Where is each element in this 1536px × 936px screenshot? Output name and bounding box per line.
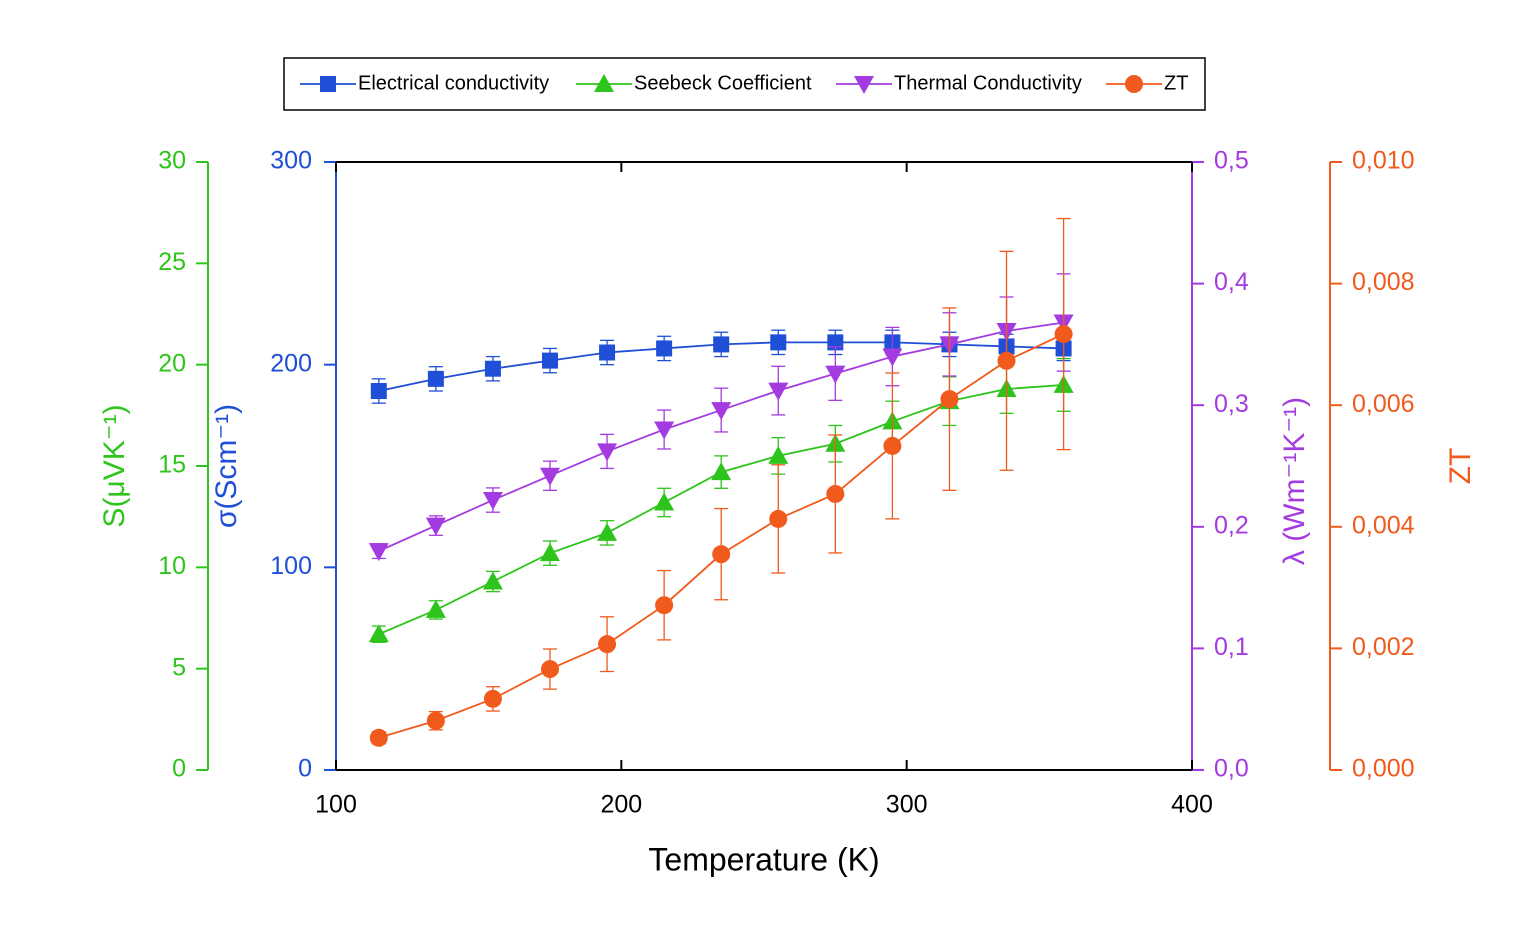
legend-label: Seebeck Coefficient — [634, 72, 812, 94]
x-tick-label: 400 — [1171, 791, 1213, 819]
marker — [542, 352, 558, 369]
y-tick-label: 200 — [270, 349, 312, 377]
marker — [711, 462, 732, 481]
marker — [597, 443, 618, 462]
marker — [320, 76, 336, 92]
y-tick-label: 20 — [158, 349, 186, 377]
marker — [426, 711, 445, 730]
marker — [425, 599, 446, 618]
y-tick-label: 0,0 — [1214, 755, 1249, 783]
legend-label: ZT — [1164, 72, 1188, 94]
y-tick-label: 0,5 — [1214, 147, 1249, 175]
marker — [540, 543, 560, 562]
marker — [997, 351, 1016, 370]
marker — [654, 421, 675, 440]
marker — [656, 340, 673, 357]
y-tick-label: 10 — [158, 552, 186, 580]
marker — [654, 492, 675, 511]
y-tick-label: 30 — [158, 147, 186, 175]
y-tick-label: 0,3 — [1214, 390, 1249, 418]
marker — [484, 360, 501, 377]
y-axis-title: ZT — [1444, 448, 1477, 485]
legend-label: Thermal Conductivity — [894, 72, 1082, 94]
marker — [825, 365, 846, 384]
marker — [712, 545, 731, 564]
y-tick-label: 0,006 — [1352, 390, 1415, 418]
y-tick-label: 0,2 — [1214, 511, 1249, 539]
y-tick-label: 0,002 — [1352, 633, 1415, 661]
y-axis-title: S(μVK⁻¹) — [98, 404, 131, 527]
marker — [425, 517, 446, 536]
legend-box — [283, 57, 1206, 111]
y-tick-label: 0,000 — [1352, 755, 1415, 783]
y-axis-title: σ(Scm⁻¹) — [210, 404, 243, 528]
x-axis-title: Temperature (K) — [648, 841, 879, 877]
y-tick-label: 5 — [172, 653, 186, 681]
marker — [883, 436, 902, 455]
y-tick-label: 0,008 — [1352, 268, 1415, 296]
y-tick-label: 0,004 — [1352, 511, 1415, 539]
marker — [711, 402, 732, 421]
y-tick-label: 0,1 — [1214, 633, 1249, 661]
x-tick-label: 100 — [315, 791, 357, 819]
y-tick-label: 15 — [158, 451, 186, 479]
y-tick-label: 0,010 — [1352, 147, 1415, 175]
x-tick-label: 200 — [600, 791, 642, 819]
marker — [482, 492, 503, 511]
marker — [770, 334, 787, 351]
marker — [1054, 325, 1073, 344]
y-tick-label: 0 — [172, 755, 186, 783]
marker — [713, 336, 730, 353]
marker — [540, 467, 560, 486]
marker — [854, 76, 874, 94]
marker — [655, 596, 674, 615]
y-tick-label: 0,4 — [1214, 268, 1249, 296]
y-tick-label: 25 — [158, 248, 186, 276]
marker — [482, 571, 503, 590]
marker — [1125, 75, 1143, 93]
marker — [368, 543, 389, 562]
marker — [594, 74, 614, 92]
marker — [940, 390, 959, 409]
marker — [541, 660, 559, 679]
marker — [768, 382, 789, 401]
marker — [427, 370, 444, 387]
marker — [768, 445, 789, 464]
marker — [882, 348, 903, 367]
y-tick-label: 0 — [298, 755, 312, 783]
y-tick-label: 300 — [270, 147, 312, 175]
marker — [598, 635, 617, 654]
marker — [369, 728, 388, 747]
x-tick-label: 300 — [886, 791, 928, 819]
marker — [370, 383, 387, 400]
y-axis-title: λ (Wm⁻¹K⁻¹) — [1278, 397, 1311, 565]
marker — [599, 344, 616, 361]
y-tick-label: 100 — [270, 552, 312, 580]
legend-label: Electrical conductivity — [358, 72, 549, 94]
marker — [826, 484, 845, 503]
marker — [597, 522, 618, 541]
marker — [368, 624, 389, 643]
marker — [769, 509, 788, 528]
marker — [483, 689, 502, 708]
